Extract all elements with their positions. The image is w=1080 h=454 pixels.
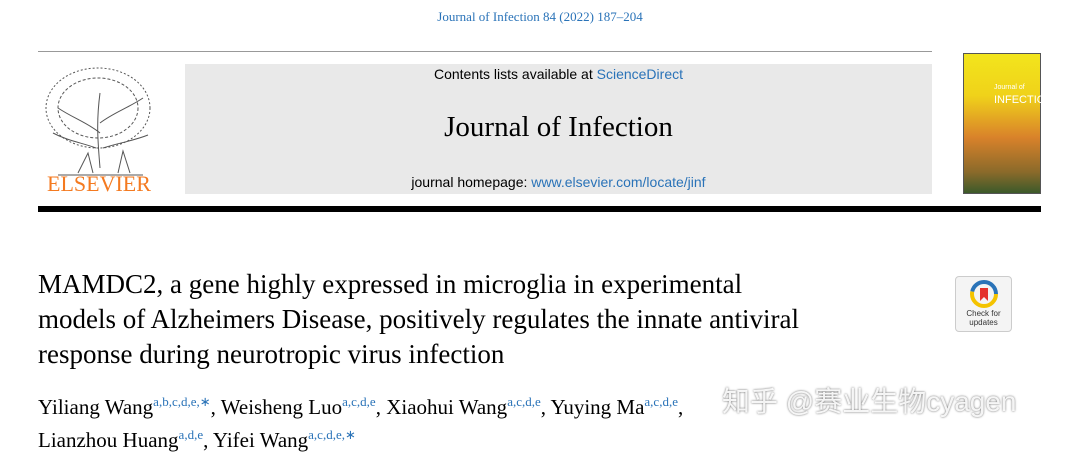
author-name: Yifei Wang <box>212 428 309 452</box>
check-text: Check for <box>966 309 1001 318</box>
punctuation: , <box>540 395 546 419</box>
cover-big: INFECTION <box>994 94 1054 106</box>
contents-line: Contents lists available at ScienceDirec… <box>185 66 932 82</box>
publisher: ELSEVIER <box>47 171 151 196</box>
check-label: Check for updates <box>956 309 1011 327</box>
author-name: Yiliang Wang <box>38 395 154 419</box>
punctuation: , <box>375 395 381 419</box>
masthead: Contents lists available at ScienceDirec… <box>185 64 932 194</box>
authors: Yiliang Wanga,b,c,d,e,∗, Weisheng Luoa,c… <box>38 388 683 454</box>
citation: Journal of Infection 84 (2022) 187–204 <box>437 9 643 24</box>
punctuation: , <box>677 395 684 419</box>
affiliation[interactable]: a,c,d,e <box>342 394 376 409</box>
link[interactable]: www.elsevier.com/locate/jinf <box>531 174 706 190</box>
rule <box>38 51 932 52</box>
contents-prefix: Contents lists available at <box>433 66 597 82</box>
title-line: models of Alzheimers Disease, positively… <box>38 304 800 334</box>
homepage-prefix: journal homepage: <box>411 174 532 190</box>
author-name: Yuying Ma <box>550 395 645 419</box>
author-name: Xiaohui Wang <box>386 395 508 419</box>
title: MAMDC2, a gene highly expressed in micro… <box>38 267 799 372</box>
affiliation[interactable]: a,b,c,d,e,∗ <box>153 394 211 409</box>
check-icon <box>970 280 998 308</box>
homepage-line: journal homepage: www.elsevier.com/locat… <box>185 174 932 190</box>
watermark: 知乎 @赛业生物cyagen <box>722 386 1017 417</box>
title-line: response during neurotropic virus infect… <box>38 339 505 369</box>
affiliation[interactable]: a,d,e <box>178 427 204 442</box>
thick-rule <box>38 206 1041 212</box>
punctuation: , <box>203 428 209 452</box>
journal-cover: Journal of INFECTION <box>963 53 1053 194</box>
check-updates[interactable]: Check for updates <box>955 276 1012 332</box>
journal-name: Journal of Infection <box>444 111 673 143</box>
affiliation[interactable]: a,c,d,e <box>507 394 541 409</box>
author-name: Lianzhou Huang <box>38 428 179 452</box>
affiliation[interactable]: a,c,d,e,∗ <box>308 427 356 442</box>
title-line: MAMDC2, a gene highly expressed in micro… <box>38 269 743 299</box>
link[interactable]: ScienceDirect <box>596 66 683 82</box>
affiliation[interactable]: a,c,d,e <box>644 394 678 409</box>
author-line: Yiliang Wanga,b,c,d,e,∗, Weisheng Luoa,c… <box>38 388 683 421</box>
cover-small: Journal of <box>994 84 1025 91</box>
author-line: Lianzhou Huanga,d,e, Yifei Wanga,c,d,e,∗ <box>38 421 683 454</box>
elsevier-logo: ELSEVIER <box>45 67 151 196</box>
author-name: Weisheng Luo <box>220 395 343 419</box>
punctuation: , <box>210 395 216 419</box>
check-text: updates <box>969 318 998 327</box>
